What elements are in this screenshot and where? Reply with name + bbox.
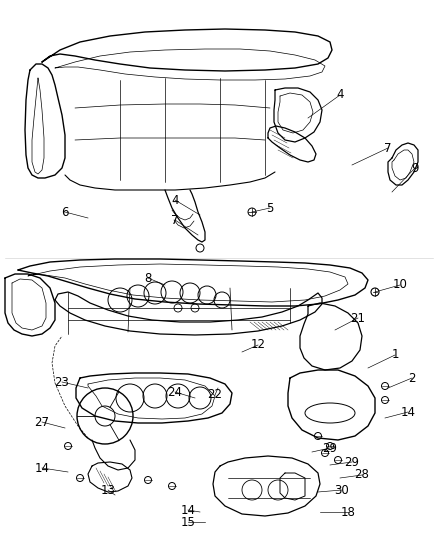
Text: 30: 30 (335, 483, 350, 497)
Text: 28: 28 (355, 469, 369, 481)
Text: 24: 24 (167, 385, 183, 399)
Text: 7: 7 (384, 141, 392, 155)
Text: 7: 7 (171, 214, 179, 227)
Text: 14: 14 (180, 504, 195, 516)
Text: 27: 27 (35, 416, 49, 429)
Text: 13: 13 (101, 483, 116, 497)
Text: 4: 4 (336, 88, 344, 101)
Text: 5: 5 (266, 201, 274, 214)
Text: 14: 14 (35, 462, 49, 474)
Text: 2: 2 (408, 372, 416, 384)
Text: 9: 9 (411, 161, 419, 174)
Text: 14: 14 (400, 406, 416, 418)
Text: 1: 1 (391, 349, 399, 361)
Text: 10: 10 (392, 279, 407, 292)
Text: 29: 29 (345, 456, 360, 469)
Text: 12: 12 (251, 338, 265, 351)
Text: 23: 23 (55, 376, 70, 389)
Text: 29: 29 (322, 441, 338, 455)
Text: 8: 8 (144, 271, 152, 285)
Text: 4: 4 (171, 193, 179, 206)
Text: 21: 21 (350, 311, 365, 325)
Text: 15: 15 (180, 515, 195, 529)
Text: 18: 18 (341, 505, 356, 519)
Text: 6: 6 (61, 206, 69, 219)
Text: 22: 22 (208, 389, 223, 401)
